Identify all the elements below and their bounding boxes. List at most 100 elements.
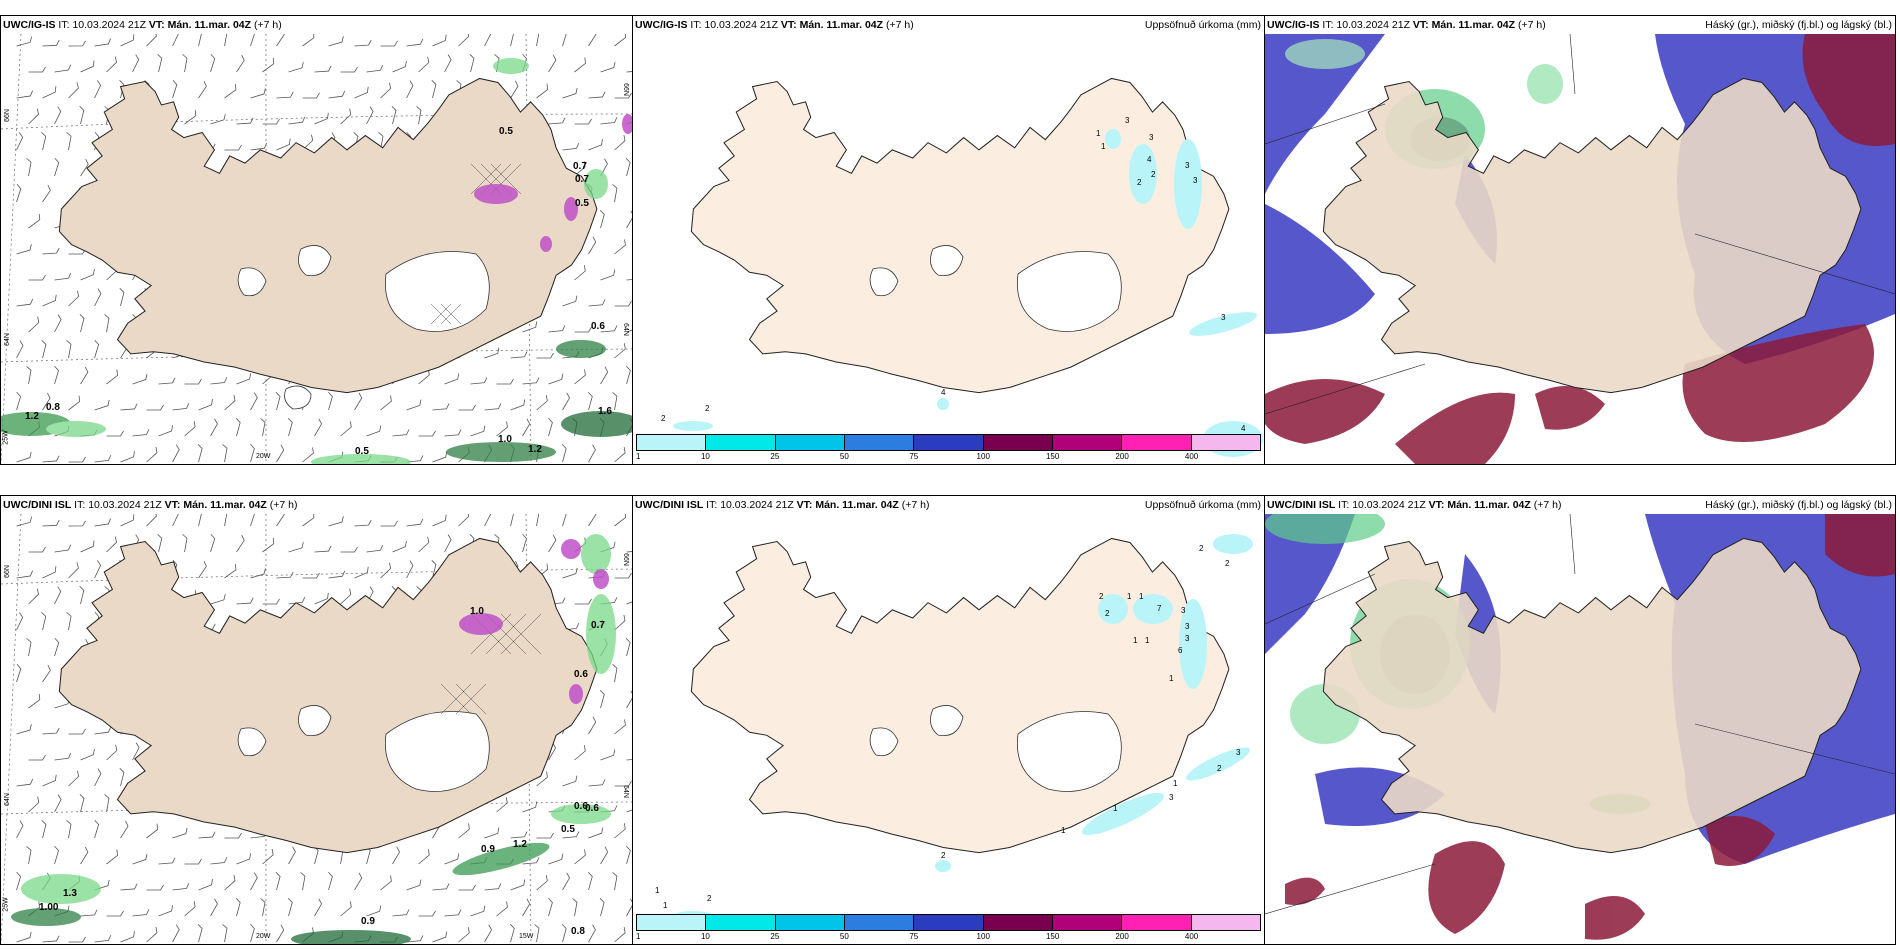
colorbar-tick: 100 <box>976 932 990 941</box>
wind-barb <box>522 801 538 813</box>
wind-barb <box>210 857 228 865</box>
wind-barb <box>484 924 493 943</box>
wind-barb <box>224 83 237 99</box>
wind-barb <box>16 664 22 683</box>
wind-barb <box>41 612 47 631</box>
wind-barb <box>484 514 492 527</box>
value-label: 3 <box>1221 313 1226 322</box>
wind-barb <box>548 325 566 333</box>
wind-barb <box>418 430 436 437</box>
lon-label: 15W <box>519 933 534 940</box>
wind-barb <box>224 563 237 579</box>
wind-barb <box>458 823 470 839</box>
wind-barb <box>104 314 110 333</box>
colorbar-swatch <box>637 915 707 930</box>
value-label: 2 <box>1105 609 1110 618</box>
wind-barb <box>79 586 85 605</box>
wind-barb <box>614 134 626 151</box>
wind-barb <box>41 132 47 151</box>
valid-time: Mán. 11.mar. 04Z <box>167 19 252 31</box>
wind-barb <box>287 418 293 437</box>
lead-time: (+7 h) <box>885 19 914 31</box>
value-label: 0.5 <box>575 198 589 209</box>
wind-barb <box>626 593 632 605</box>
valid-time: Mán. 11.mar. 04Z <box>815 499 899 511</box>
wind-barb <box>612 184 618 203</box>
wind-barb <box>444 853 460 865</box>
wind-barb <box>16 451 32 463</box>
lat-label: 64N <box>621 785 629 798</box>
wind-barb <box>16 298 34 307</box>
precip-map <box>633 514 1264 944</box>
wind-barb <box>68 395 81 411</box>
value-label: 4 <box>941 388 946 397</box>
wind-barb <box>119 768 125 787</box>
wind-barb <box>458 404 476 411</box>
wind-barb <box>588 716 597 735</box>
wind-barb <box>68 728 86 735</box>
wind-barb <box>42 86 57 99</box>
wind-barb <box>536 83 549 99</box>
colorbar-swatch <box>1191 915 1260 930</box>
wind-barb <box>614 780 632 787</box>
wind-map <box>1 514 632 944</box>
wind-barb <box>391 106 397 125</box>
wind-barb <box>28 693 41 709</box>
colorbar-swatch <box>1052 915 1123 930</box>
lat-label: 66N <box>3 565 11 578</box>
wind-barb <box>287 898 293 917</box>
wind-barb <box>288 846 296 865</box>
wind-barb <box>378 132 384 151</box>
value-label: 2 <box>1225 559 1230 568</box>
value-label: 2 <box>941 851 946 860</box>
colorbar-tick: 400 <box>1184 452 1199 461</box>
wind-barb <box>444 373 460 385</box>
wind-barb <box>146 884 164 891</box>
wind-barb <box>16 931 32 943</box>
value-label: 2 <box>705 404 710 413</box>
wind-barb <box>302 134 314 151</box>
value-label: 0.7 <box>573 161 587 172</box>
wind-barb <box>614 300 632 307</box>
value-label: 3 <box>1185 634 1190 643</box>
wind-barb <box>250 444 255 463</box>
colorbar-swatch <box>1122 435 1192 450</box>
colorbar-swatch <box>983 435 1053 450</box>
wind-barb <box>510 879 526 891</box>
value-label: 1 <box>1127 592 1132 601</box>
wind-barb <box>548 898 553 917</box>
wind-barb <box>626 690 632 709</box>
wind-barb <box>302 34 315 47</box>
wind-barb <box>470 377 488 385</box>
wind-barb <box>120 931 135 943</box>
wind-barb <box>157 54 163 73</box>
wind-barb <box>599 210 605 229</box>
wind-barb <box>184 901 196 917</box>
value-label: 0.6 <box>574 801 588 812</box>
wind-barb <box>132 909 150 917</box>
wind-barb <box>106 910 124 917</box>
cloud-map <box>1265 34 1895 464</box>
wind-barb <box>614 614 626 631</box>
wind-barb <box>328 516 344 527</box>
wind-barb <box>158 905 174 917</box>
wind-barb <box>250 34 256 47</box>
value-label: 2 <box>1137 178 1142 187</box>
wind-barb <box>562 142 580 151</box>
wind-barb <box>366 425 382 437</box>
wind-barb <box>612 392 618 411</box>
wind-barb <box>562 872 571 891</box>
colorbar-tick: 25 <box>770 932 780 941</box>
wind-barb <box>250 88 266 99</box>
panel-header: UWC/DINI ISL IT: 10.03.2024 21Z VT: Mán.… <box>633 496 1264 514</box>
wind-barb <box>458 927 470 943</box>
value-label: 3 <box>1181 606 1186 615</box>
wind-barb <box>276 138 291 151</box>
colorbar-swatch <box>1191 435 1260 450</box>
colorbar-tick: 10 <box>700 452 710 461</box>
wind-barb <box>612 664 618 683</box>
lon-label: 20W <box>256 453 271 460</box>
wind-barb <box>484 347 500 359</box>
wind-barb <box>380 562 392 579</box>
lead-time: (+7 h) <box>901 499 930 511</box>
